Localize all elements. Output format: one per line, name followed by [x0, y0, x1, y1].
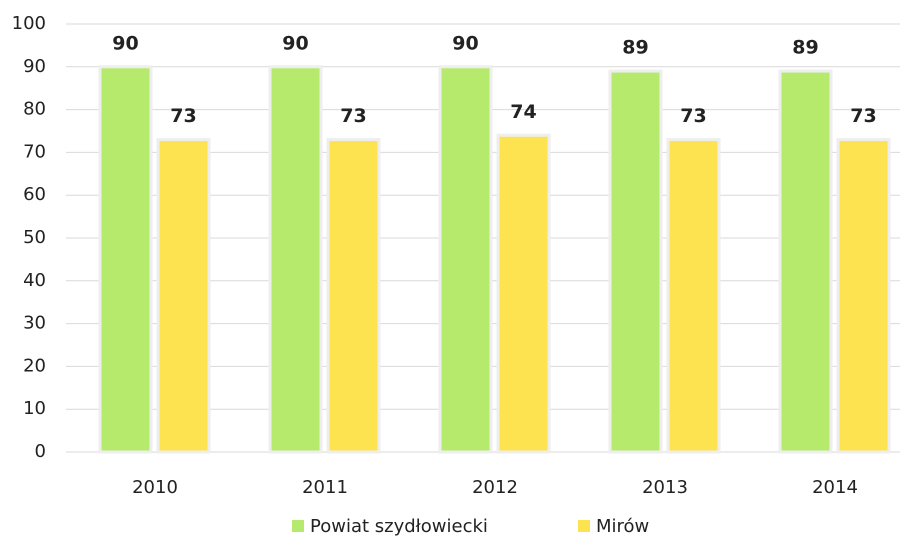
legend-label: Mirów [596, 516, 649, 537]
y-tick-label: 60 [23, 184, 46, 205]
x-tick-label: 2011 [302, 477, 348, 498]
x-tick-label: 2010 [132, 477, 178, 498]
y-tick-label: 0 [35, 441, 46, 462]
value-label: 73 [340, 105, 366, 127]
y-tick-label: 50 [23, 227, 46, 248]
value-label: 89 [622, 37, 648, 59]
bar [608, 69, 663, 454]
y-tick-label: 70 [23, 141, 46, 162]
bar [98, 65, 153, 454]
bar [156, 138, 211, 454]
y-tick-label: 100 [12, 13, 46, 34]
y-tick-label: 10 [23, 398, 46, 419]
y-tick-label: 30 [23, 313, 46, 334]
legend-swatch [292, 520, 304, 532]
bar [778, 69, 833, 454]
bar [496, 133, 551, 454]
x-tick-label: 2014 [812, 477, 858, 498]
legend-swatch [578, 520, 590, 532]
value-label: 74 [510, 101, 536, 123]
y-tick-label: 20 [23, 355, 46, 376]
legend-label: Powiat szydłowiecki [310, 516, 488, 537]
bar [836, 138, 891, 454]
y-tick-label: 90 [23, 56, 46, 77]
y-tick-label: 40 [23, 270, 46, 291]
y-tick-label: 80 [23, 99, 46, 120]
bar [666, 138, 721, 454]
bar [268, 65, 323, 454]
value-label: 73 [850, 105, 876, 127]
value-label: 73 [170, 105, 196, 127]
x-tick-label: 2013 [642, 477, 688, 498]
value-label: 73 [680, 105, 706, 127]
value-label: 90 [112, 32, 138, 54]
x-tick-label: 2012 [472, 477, 518, 498]
value-label: 89 [792, 37, 818, 59]
bar [438, 65, 493, 454]
value-label: 90 [282, 32, 308, 54]
bar [326, 138, 381, 454]
value-label: 90 [452, 32, 478, 54]
